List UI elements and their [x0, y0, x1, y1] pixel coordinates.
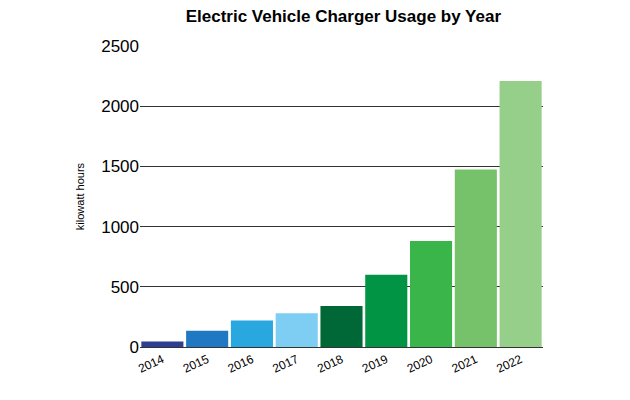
svg-text:2019: 2019	[360, 352, 390, 376]
svg-text:2014: 2014	[136, 352, 166, 376]
svg-text:1000: 1000	[101, 218, 139, 237]
svg-text:2022: 2022	[494, 352, 524, 376]
svg-text:2020: 2020	[405, 352, 435, 376]
svg-text:2016: 2016	[226, 352, 256, 376]
svg-text:0: 0	[130, 338, 139, 357]
svg-text:2021: 2021	[450, 352, 480, 376]
svg-text:2015: 2015	[181, 352, 211, 376]
svg-text:1500: 1500	[101, 157, 139, 176]
svg-text:kilowatt hours: kilowatt hours	[74, 162, 86, 230]
svg-text:2500: 2500	[101, 37, 139, 56]
svg-text:2017: 2017	[270, 352, 300, 376]
svg-text:500: 500	[111, 278, 139, 297]
svg-text:2018: 2018	[315, 352, 345, 376]
svg-text:2000: 2000	[101, 97, 139, 116]
svg-text:Electric Vehicle Charger Usage: Electric Vehicle Charger Usage by Year	[186, 7, 502, 26]
